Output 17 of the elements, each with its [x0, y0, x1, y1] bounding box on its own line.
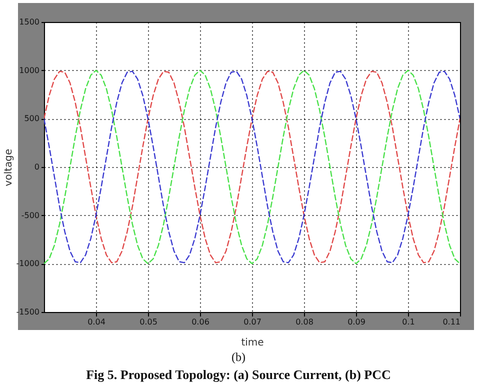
y-tick-label: 1000	[19, 66, 40, 75]
y-tick-label: 0	[34, 162, 40, 172]
x-axis-title: time	[241, 338, 264, 348]
y-tick-label: -500	[21, 210, 40, 220]
x-tick-label: 0.09	[348, 318, 366, 326]
x-tick-label: 0.08	[296, 318, 314, 326]
x-tick-label: 0.11	[442, 318, 460, 326]
y-tick-label: 500	[24, 114, 40, 124]
caption: Fig 5. Proposed Topology: (a) Source Current, (b) PCC	[85, 367, 392, 382]
y-axis-title: voltage	[4, 148, 14, 186]
x-tick-label: 0.07	[244, 318, 262, 326]
x-tick-label: 0.04	[88, 318, 106, 326]
x-tick-label: 0.06	[192, 318, 210, 326]
y-tick-label: 1500	[19, 18, 40, 26]
x-tick-label: 0.05	[140, 318, 158, 326]
x-tick-label: 0.1	[402, 318, 415, 326]
text: (b)	[230, 350, 246, 364]
